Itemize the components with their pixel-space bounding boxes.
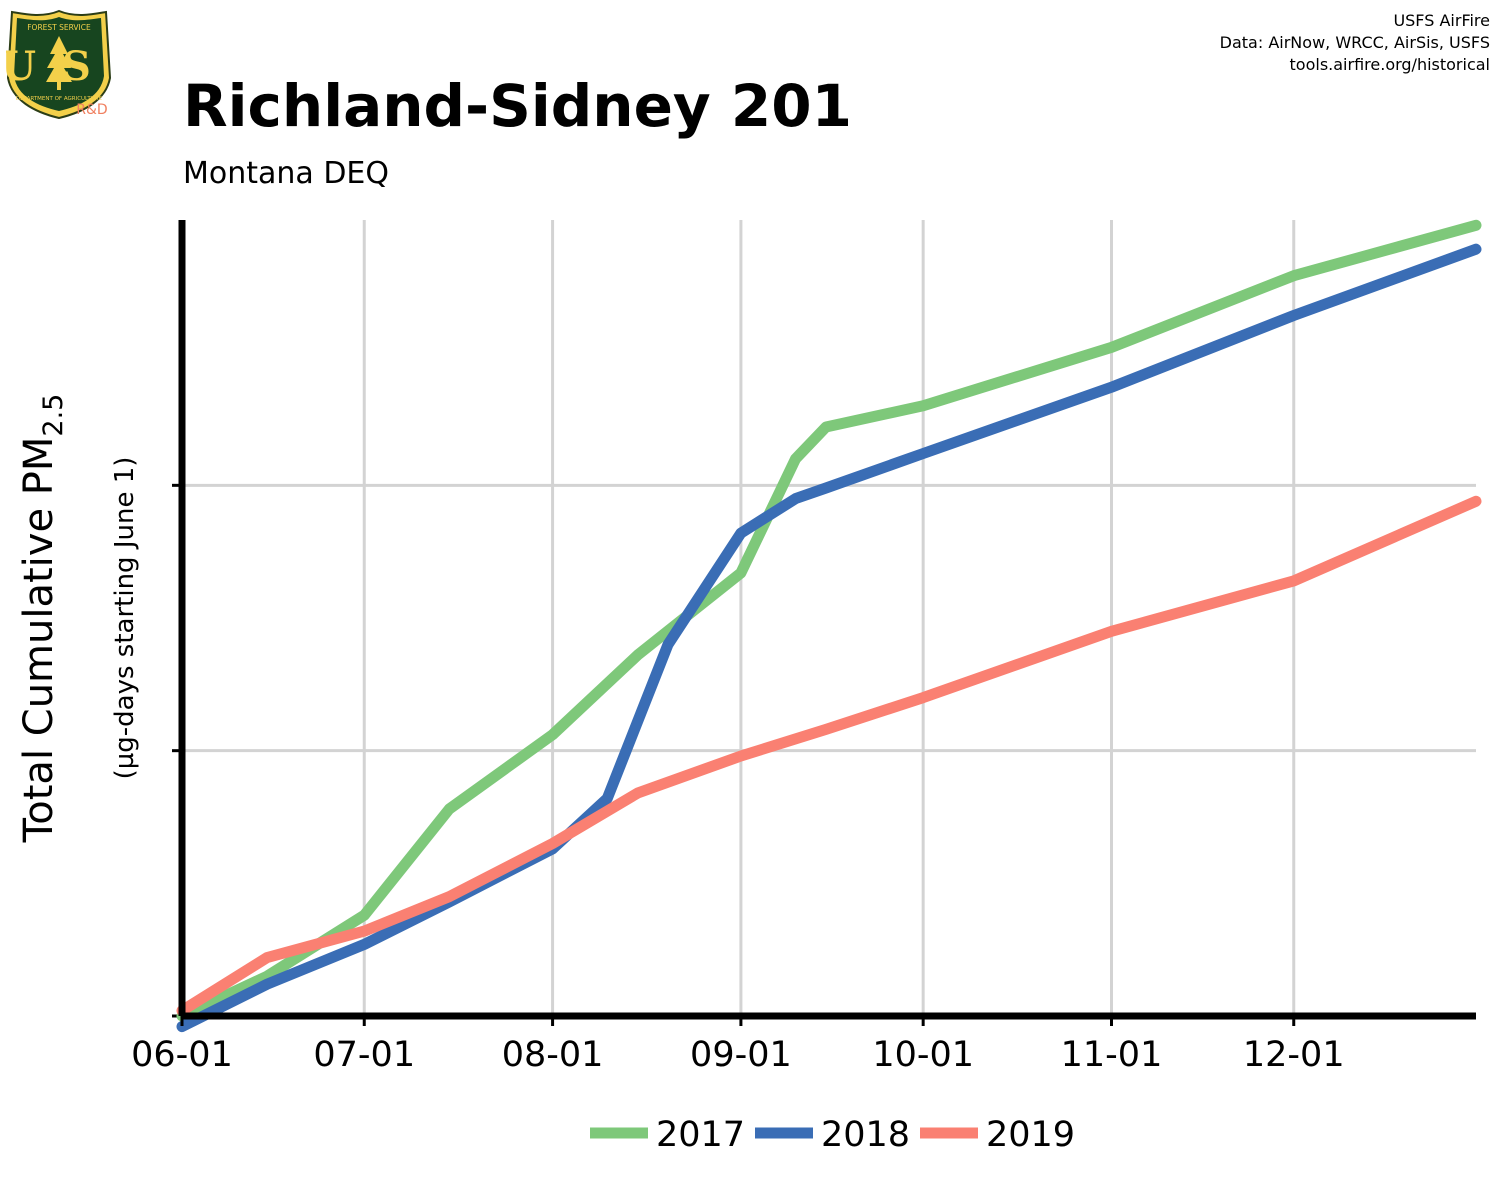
credit-line: tools.airfire.org/historical — [1289, 55, 1490, 74]
logo-badge: R&D — [76, 102, 107, 118]
legend-label-2019: 2019 — [986, 1115, 1075, 1155]
legend-label-2018: 2018 — [821, 1115, 910, 1155]
series-line-2017 — [176, 219, 1482, 1022]
x-axis-ticks: 06-01 07-01 08-01 09-01 10-01 11-01 12-01 — [131, 1016, 1345, 1075]
y-axis-title-subscript: 2.5 — [38, 394, 69, 437]
legend: 2017 2018 2019 — [590, 1115, 1075, 1155]
x-tick-label: 11-01 — [1061, 1035, 1163, 1075]
tree-icon — [46, 36, 72, 82]
credits: USFS AirFire Data: AirNow, WRCC, AirSis,… — [1220, 10, 1490, 76]
x-tick-label: 12-01 — [1243, 1035, 1345, 1075]
y-axis-title: Total Cumulative PM2.5 — [16, 394, 69, 844]
series-line-2019 — [176, 495, 1482, 1017]
credit-line: USFS AirFire — [1393, 11, 1490, 30]
x-tick-label: 07-01 — [313, 1035, 415, 1075]
legend-label-2017: 2017 — [656, 1115, 745, 1155]
series-layer — [176, 219, 1482, 1033]
page-title: Richland-Sidney 201 — [183, 72, 852, 140]
x-tick-label: 08-01 — [502, 1035, 604, 1075]
credit-line: Data: AirNow, WRCC, AirSis, USFS — [1219, 33, 1490, 52]
series-line-2018 — [176, 243, 1482, 1033]
usfs-shield-logo: FOREST SERVICE US DEPARTMENT OF AGRICULT… — [6, 9, 112, 120]
x-tick-label: 09-01 — [690, 1035, 792, 1075]
x-tick-label: 10-01 — [872, 1035, 974, 1075]
x-tick-label: 06-01 — [131, 1035, 233, 1075]
logo-bottom-text: DEPARTMENT OF AGRICULTURE — [16, 96, 103, 102]
page-subtitle: Montana DEQ — [183, 156, 390, 191]
y-axis-units: (µg-days starting June 1) — [110, 457, 140, 780]
y-axis-title-main: Total Cumulative PM — [16, 437, 62, 844]
logo-top-text: FOREST SERVICE — [27, 23, 91, 32]
